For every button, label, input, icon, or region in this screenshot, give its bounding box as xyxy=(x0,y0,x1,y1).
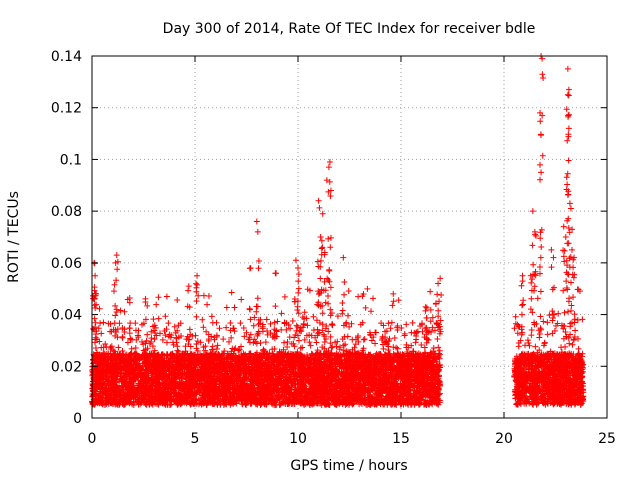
data-point xyxy=(301,336,308,343)
data-point xyxy=(368,308,374,315)
data-point xyxy=(92,344,99,351)
data-point xyxy=(360,336,367,343)
data-point xyxy=(96,305,103,312)
data-point xyxy=(310,327,317,334)
data-point xyxy=(144,331,151,338)
data-point xyxy=(150,316,157,323)
data-point xyxy=(257,339,264,346)
data-points xyxy=(89,53,587,409)
data-point xyxy=(368,337,375,344)
data-point xyxy=(121,308,128,315)
data-point xyxy=(223,324,230,331)
data-point xyxy=(418,342,425,349)
data-point xyxy=(372,340,379,347)
data-point xyxy=(128,345,135,352)
data-point xyxy=(159,336,166,343)
data-point xyxy=(345,287,352,294)
data-point xyxy=(165,320,172,327)
data-point xyxy=(216,325,223,332)
data-point xyxy=(238,343,245,350)
data-point xyxy=(237,320,244,327)
data-point xyxy=(115,344,122,351)
data-point xyxy=(274,318,281,325)
data-point xyxy=(228,334,235,341)
data-point xyxy=(390,298,397,305)
data-point xyxy=(403,321,410,328)
data-point xyxy=(253,308,260,315)
data-point xyxy=(112,302,119,309)
data-point xyxy=(307,342,314,349)
data-point xyxy=(223,304,230,311)
data-point xyxy=(342,341,349,348)
data-point xyxy=(328,344,335,351)
data-point xyxy=(262,339,269,346)
data-point xyxy=(321,338,328,345)
data-point xyxy=(148,328,155,335)
data-point xyxy=(197,339,204,346)
data-point xyxy=(155,315,162,322)
data-point xyxy=(227,319,234,326)
data-point xyxy=(346,323,353,330)
data-point xyxy=(240,325,247,332)
data-point xyxy=(333,343,340,350)
data-point xyxy=(228,289,235,296)
data-point xyxy=(292,331,299,338)
data-point xyxy=(194,338,201,345)
data-point xyxy=(246,305,253,312)
data-point xyxy=(289,318,296,325)
data-point xyxy=(204,301,211,308)
data-point xyxy=(263,316,270,323)
data-point xyxy=(390,290,397,297)
data-point xyxy=(108,343,115,350)
data-point xyxy=(208,313,215,320)
data-point xyxy=(362,304,369,311)
data-point xyxy=(339,300,346,307)
grid-layer xyxy=(92,56,607,418)
data-point xyxy=(220,336,227,343)
data-point xyxy=(355,293,362,300)
data-point xyxy=(110,288,117,295)
data-point xyxy=(238,296,245,303)
data-point xyxy=(430,344,437,351)
data-point xyxy=(278,310,285,317)
data-point xyxy=(316,319,323,326)
data-point xyxy=(287,325,294,332)
data-point xyxy=(127,320,134,327)
data-point xyxy=(313,339,320,346)
data-point xyxy=(193,298,200,305)
data-point xyxy=(299,344,306,351)
data-point xyxy=(227,327,234,334)
data-point xyxy=(153,301,160,308)
data-point xyxy=(408,329,415,336)
data-point xyxy=(283,326,290,333)
data-point xyxy=(327,340,334,347)
data-point xyxy=(163,293,170,300)
data-point xyxy=(132,320,139,327)
data-point xyxy=(231,328,238,335)
data-point xyxy=(162,313,169,320)
data-point xyxy=(344,312,351,319)
data-point xyxy=(412,339,419,346)
data-point xyxy=(361,336,368,343)
data-point xyxy=(151,336,158,343)
